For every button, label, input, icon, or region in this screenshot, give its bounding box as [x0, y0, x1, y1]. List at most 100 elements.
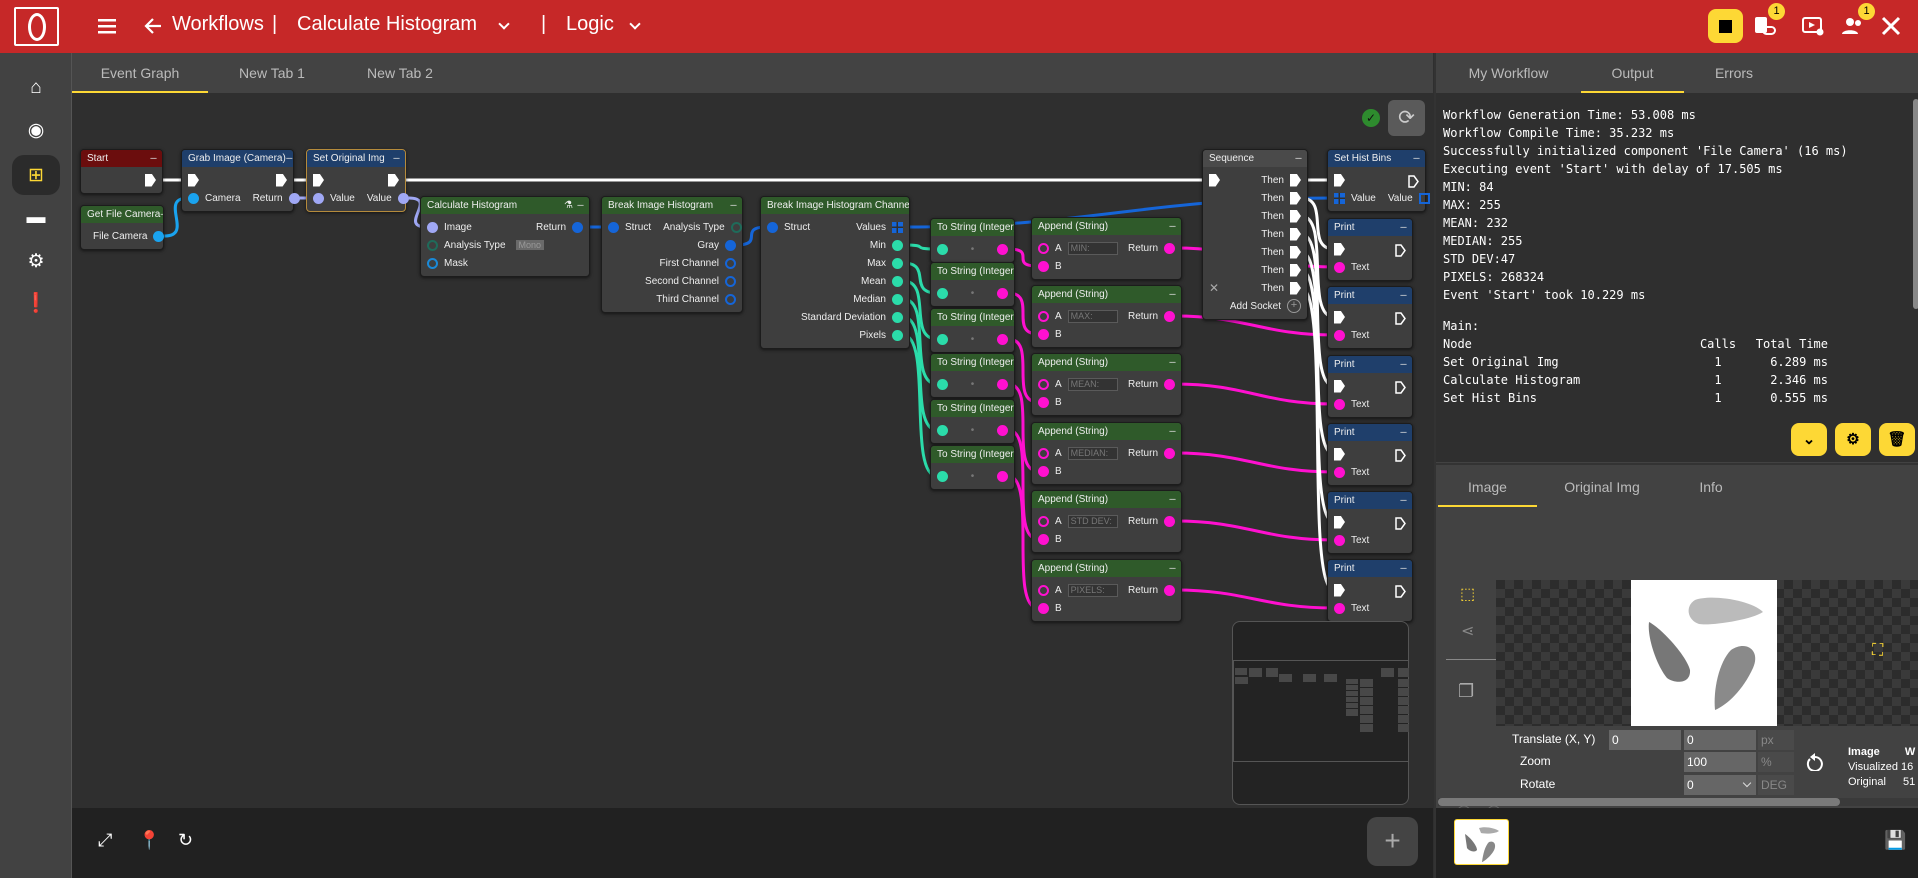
- data-pin[interactable]: [1164, 378, 1175, 390]
- data-pin[interactable]: [1334, 398, 1345, 410]
- wire[interactable]: [1174, 588, 1335, 610]
- exec-pin[interactable]: [276, 173, 287, 187]
- exec-pin[interactable]: [1334, 447, 1345, 461]
- node-menu-icon[interactable]: ---: [1169, 563, 1176, 573]
- node-ts5[interactable]: To String (Integer)--- •: [930, 399, 1015, 444]
- roi-select-icon[interactable]: ⬚: [1460, 586, 1476, 603]
- data-pin[interactable]: [1038, 242, 1049, 254]
- exec-pin[interactable]: [1334, 379, 1345, 393]
- node-app6[interactable]: Append (String) --- A PIXELS: Return B: [1031, 559, 1182, 622]
- exec-pin[interactable]: [1395, 243, 1406, 257]
- data-pin[interactable]: [1038, 328, 1049, 340]
- node-menu-icon[interactable]: ---: [1400, 495, 1407, 505]
- data-pin[interactable]: [725, 239, 736, 251]
- data-pin[interactable]: [1038, 584, 1049, 596]
- recompile-button[interactable]: ⟳: [1388, 100, 1425, 136]
- scrollbar-thumb[interactable]: [1438, 798, 1840, 806]
- node-header[interactable]: Print ---: [1328, 356, 1412, 373]
- run-settings-icon[interactable]: [1802, 15, 1824, 37]
- translate-y-input[interactable]: 0: [1684, 730, 1756, 750]
- fit-to-screen-icon[interactable]: ⛶: [1872, 642, 1884, 659]
- chevron-down-icon[interactable]: [629, 18, 641, 30]
- node-menu-icon[interactable]: ---: [1169, 221, 1176, 231]
- tab-event-graph[interactable]: Event Graph: [72, 53, 208, 93]
- node-menu-icon[interactable]: ---: [1413, 153, 1420, 163]
- data-pin[interactable]: [997, 424, 1008, 436]
- text-input[interactable]: MEDIAN:: [1067, 446, 1118, 460]
- node-menu-icon[interactable]: ---: [1400, 290, 1407, 300]
- rotate-dropdown-button[interactable]: [1740, 775, 1756, 795]
- data-pin[interactable]: [937, 243, 948, 255]
- sidebar-item-camera[interactable]: ◉: [12, 110, 60, 150]
- node-menu-icon[interactable]: ---: [285, 153, 293, 163]
- section-dropdown[interactable]: Logic: [566, 13, 614, 35]
- zoom-input[interactable]: 100: [1684, 752, 1756, 772]
- node-header[interactable]: To String (Integer)---: [931, 400, 1014, 417]
- node-header[interactable]: Append (String) ---: [1032, 491, 1181, 508]
- data-pin[interactable]: [1164, 447, 1175, 459]
- data-pin[interactable]: [288, 192, 300, 204]
- data-pin[interactable]: [1038, 602, 1049, 614]
- tools-icon[interactable]: [1880, 15, 1902, 37]
- node-pr4[interactable]: Print --- Text: [1327, 423, 1413, 486]
- node-bihc[interactable]: Break Image Histogram Channel--- Struct Va…: [760, 196, 910, 349]
- reset-transform-icon[interactable]: [1806, 753, 1824, 771]
- data-pin[interactable]: [313, 192, 324, 204]
- tab-info[interactable]: Info: [1699, 479, 1723, 495]
- data-pin[interactable]: [1334, 466, 1345, 478]
- location-pin-icon[interactable]: 📍: [138, 830, 161, 850]
- tab-new-tab-2[interactable]: New Tab 2: [367, 65, 433, 81]
- node-ts6[interactable]: To String (Integer)--- •: [930, 445, 1015, 490]
- tab-original-img[interactable]: Original Img: [1564, 479, 1640, 495]
- data-pin[interactable]: [730, 221, 742, 233]
- node-menu-icon[interactable]: ---: [577, 200, 584, 210]
- node-ts4[interactable]: To String (Integer)--- •: [930, 353, 1015, 398]
- node-menu-icon[interactable]: ---: [1295, 153, 1302, 163]
- data-pin[interactable]: [188, 192, 199, 204]
- analysis-type-select[interactable]: Mono: [515, 240, 545, 250]
- data-pin[interactable]: [1038, 515, 1049, 527]
- node-ts3[interactable]: To String (Integer)--- •: [930, 308, 1015, 353]
- node-header[interactable]: Print ---: [1328, 492, 1412, 509]
- data-pin[interactable]: [767, 221, 778, 233]
- node-header[interactable]: To String (Integer)---: [931, 309, 1014, 326]
- save-icon[interactable]: 💾: [1884, 830, 1907, 850]
- data-pin[interactable]: [892, 311, 903, 323]
- sidebar-item-settings[interactable]: ⚙: [12, 241, 60, 281]
- data-pin[interactable]: [572, 221, 583, 233]
- exec-pin[interactable]: [1395, 516, 1406, 530]
- sidebar-item-files[interactable]: ▬: [12, 198, 60, 238]
- add-socket-icon[interactable]: +: [1287, 299, 1301, 313]
- node-app1[interactable]: Append (String) --- A MIN: Return B: [1031, 217, 1182, 280]
- exec-pin[interactable]: [188, 173, 199, 187]
- translate-x-input[interactable]: 0: [1609, 730, 1681, 750]
- node-header[interactable]: Print ---: [1328, 219, 1412, 236]
- data-pin[interactable]: [427, 239, 438, 251]
- data-pin[interactable]: [1164, 515, 1175, 527]
- exec-pin[interactable]: [1334, 242, 1345, 256]
- add-node-button[interactable]: +: [1367, 817, 1418, 866]
- node-header[interactable]: Print ---: [1328, 287, 1412, 304]
- node-header[interactable]: Break Image Histogram Channel---: [761, 197, 909, 214]
- node-pr2[interactable]: Print --- Text: [1327, 286, 1413, 349]
- data-pin[interactable]: [725, 257, 736, 269]
- exec-pin[interactable]: [145, 173, 156, 187]
- node-ts2[interactable]: To String (Integer)--- •: [930, 262, 1015, 307]
- node-menu-icon[interactable]: ---: [1169, 426, 1176, 436]
- exec-pin[interactable]: [1395, 311, 1406, 325]
- minimap[interactable]: [1232, 621, 1409, 805]
- data-pin[interactable]: [1418, 192, 1430, 204]
- data-pin[interactable]: [892, 293, 903, 305]
- data-pin[interactable]: [997, 333, 1008, 345]
- wire[interactable]: [1174, 451, 1335, 474]
- hamburger-icon[interactable]: [98, 18, 116, 34]
- exec-pin[interactable]: [1334, 310, 1345, 324]
- data-pin[interactable]: [937, 424, 948, 436]
- collapse-output-button[interactable]: ⌄: [1791, 423, 1827, 456]
- node-pr3[interactable]: Print --- Text: [1327, 355, 1413, 418]
- data-pin[interactable]: [937, 333, 948, 345]
- tab-new-tab-1[interactable]: New Tab 1: [239, 65, 305, 81]
- data-pin[interactable]: [937, 287, 948, 299]
- node-seq[interactable]: Sequence --- Then Then Then Then Then Then ✕ Then…: [1202, 149, 1308, 320]
- data-pin[interactable]: [725, 293, 736, 305]
